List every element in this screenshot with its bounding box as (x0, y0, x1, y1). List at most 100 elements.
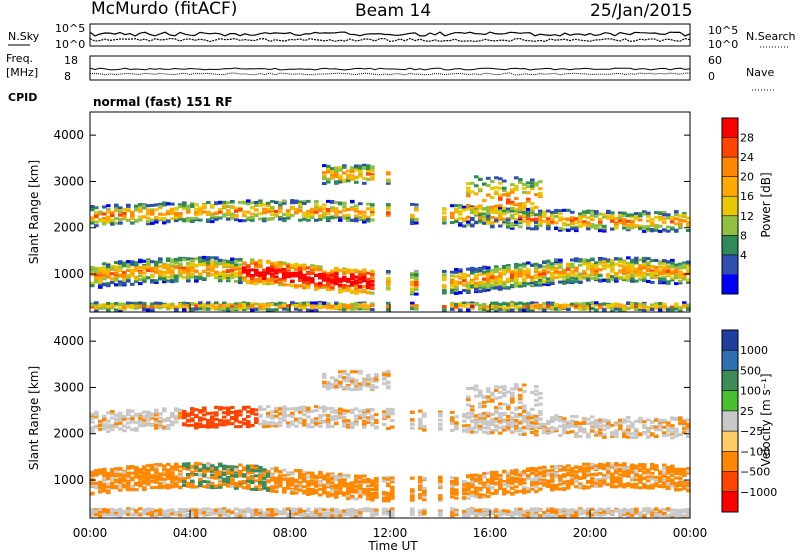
scatter-cell (450, 221, 455, 225)
scatter-cell (170, 202, 175, 206)
nave-tick-low: 0 (708, 70, 715, 83)
scatter-cell (386, 206, 391, 210)
scatter-cell (526, 226, 531, 230)
scatter-cell (454, 303, 459, 306)
scatter-cell (286, 209, 291, 213)
scatter-cell (498, 278, 503, 282)
scatter-cell (126, 509, 131, 513)
scatter-cell (146, 308, 151, 312)
scatter-cell (254, 265, 259, 269)
scatter-cell (154, 467, 159, 471)
scatter-cell (210, 473, 215, 477)
scatter-cell (538, 191, 543, 195)
scatter-cell (198, 218, 203, 222)
scatter-cell (114, 221, 119, 225)
scatter-cell (102, 219, 107, 223)
scatter-cell (534, 266, 539, 270)
scatter-cell (538, 307, 543, 311)
scatter-cell (230, 271, 235, 275)
scatter-cell (214, 217, 219, 221)
scatter-cell (106, 268, 111, 272)
scatter-cell (194, 263, 199, 267)
scatter-cell (494, 176, 499, 180)
scatter-cell (570, 265, 575, 269)
scatter-cell (254, 510, 259, 513)
scatter-cell (110, 211, 115, 215)
scatter-cell (234, 473, 239, 477)
scatter-cell (234, 410, 239, 414)
scatter-cell (234, 304, 239, 308)
scatter-cell (578, 302, 583, 306)
scatter-cell (154, 216, 159, 219)
scatter-cell (650, 280, 655, 284)
scatter-cell (158, 425, 163, 429)
scatter-cell (510, 223, 515, 227)
scatter-cell (298, 417, 303, 421)
scatter-cell (538, 281, 543, 284)
scatter-cell (174, 308, 179, 312)
scatter-cell (250, 481, 255, 485)
scatter-cell (482, 277, 487, 281)
scatter-cell (286, 265, 291, 269)
scatter-cell (166, 259, 171, 263)
scatter-cell (354, 207, 359, 211)
scatter-cell (210, 306, 215, 310)
scatter-cell (210, 476, 215, 479)
scatter-cell (194, 304, 199, 308)
scatter-cell (102, 484, 107, 488)
scatter-cell (494, 270, 499, 273)
scatter-cell (334, 166, 339, 170)
scatter-cell (586, 263, 591, 267)
scatter-cell (298, 200, 303, 204)
scatter-cell (654, 272, 659, 276)
scatter-cell (170, 217, 175, 221)
scatter-cell (238, 263, 243, 267)
scatter-cell (246, 479, 251, 483)
scatter-cell (110, 507, 115, 511)
scatter-cell (486, 282, 491, 286)
scatter-cell (262, 421, 267, 425)
scatter-cell (266, 259, 271, 263)
scatter-cell (326, 280, 331, 284)
scatter-cell (498, 308, 503, 311)
scatter-cell (158, 212, 163, 216)
scatter-cell (510, 190, 515, 194)
scatter-cell (354, 217, 359, 221)
scatter-cell (686, 216, 691, 220)
scatter-cell (126, 471, 131, 475)
scatter-cell (530, 187, 535, 191)
scatter-cell (186, 473, 191, 476)
scatter-cell (162, 276, 167, 280)
scatter-cell (562, 223, 567, 227)
scatter-cell (310, 514, 315, 518)
scatter-cell (242, 200, 247, 204)
scatter-cell (334, 278, 339, 281)
scatter-cell (354, 280, 359, 284)
scatter-cell (246, 476, 251, 480)
scatter-cell (498, 209, 503, 213)
scatter-cell (550, 262, 555, 266)
scatter-cell (250, 508, 255, 512)
scatter-cell (638, 224, 643, 228)
scatter-cell (342, 286, 347, 290)
scatter-cell (326, 170, 331, 174)
y-tick-label: 3000 (53, 174, 84, 188)
scatter-cell (294, 407, 299, 411)
scatter-cell (658, 224, 663, 228)
scatter-cell (174, 415, 179, 419)
scatter-cell (570, 258, 575, 262)
scatter-cell (258, 487, 263, 491)
scatter-cell (118, 488, 123, 492)
scatter-cell (226, 201, 231, 205)
scatter-cell (346, 287, 351, 291)
scatter-cell (410, 301, 415, 305)
scatter-cell (270, 278, 275, 281)
scatter-cell (178, 469, 183, 473)
scatter-cell (134, 280, 139, 284)
scatter-cell (302, 476, 307, 480)
scatter-cell (526, 308, 531, 312)
scatter-cell (182, 308, 187, 312)
scatter-cell (522, 186, 527, 190)
scatter-cell (254, 214, 259, 217)
scatter-cell (318, 513, 323, 517)
